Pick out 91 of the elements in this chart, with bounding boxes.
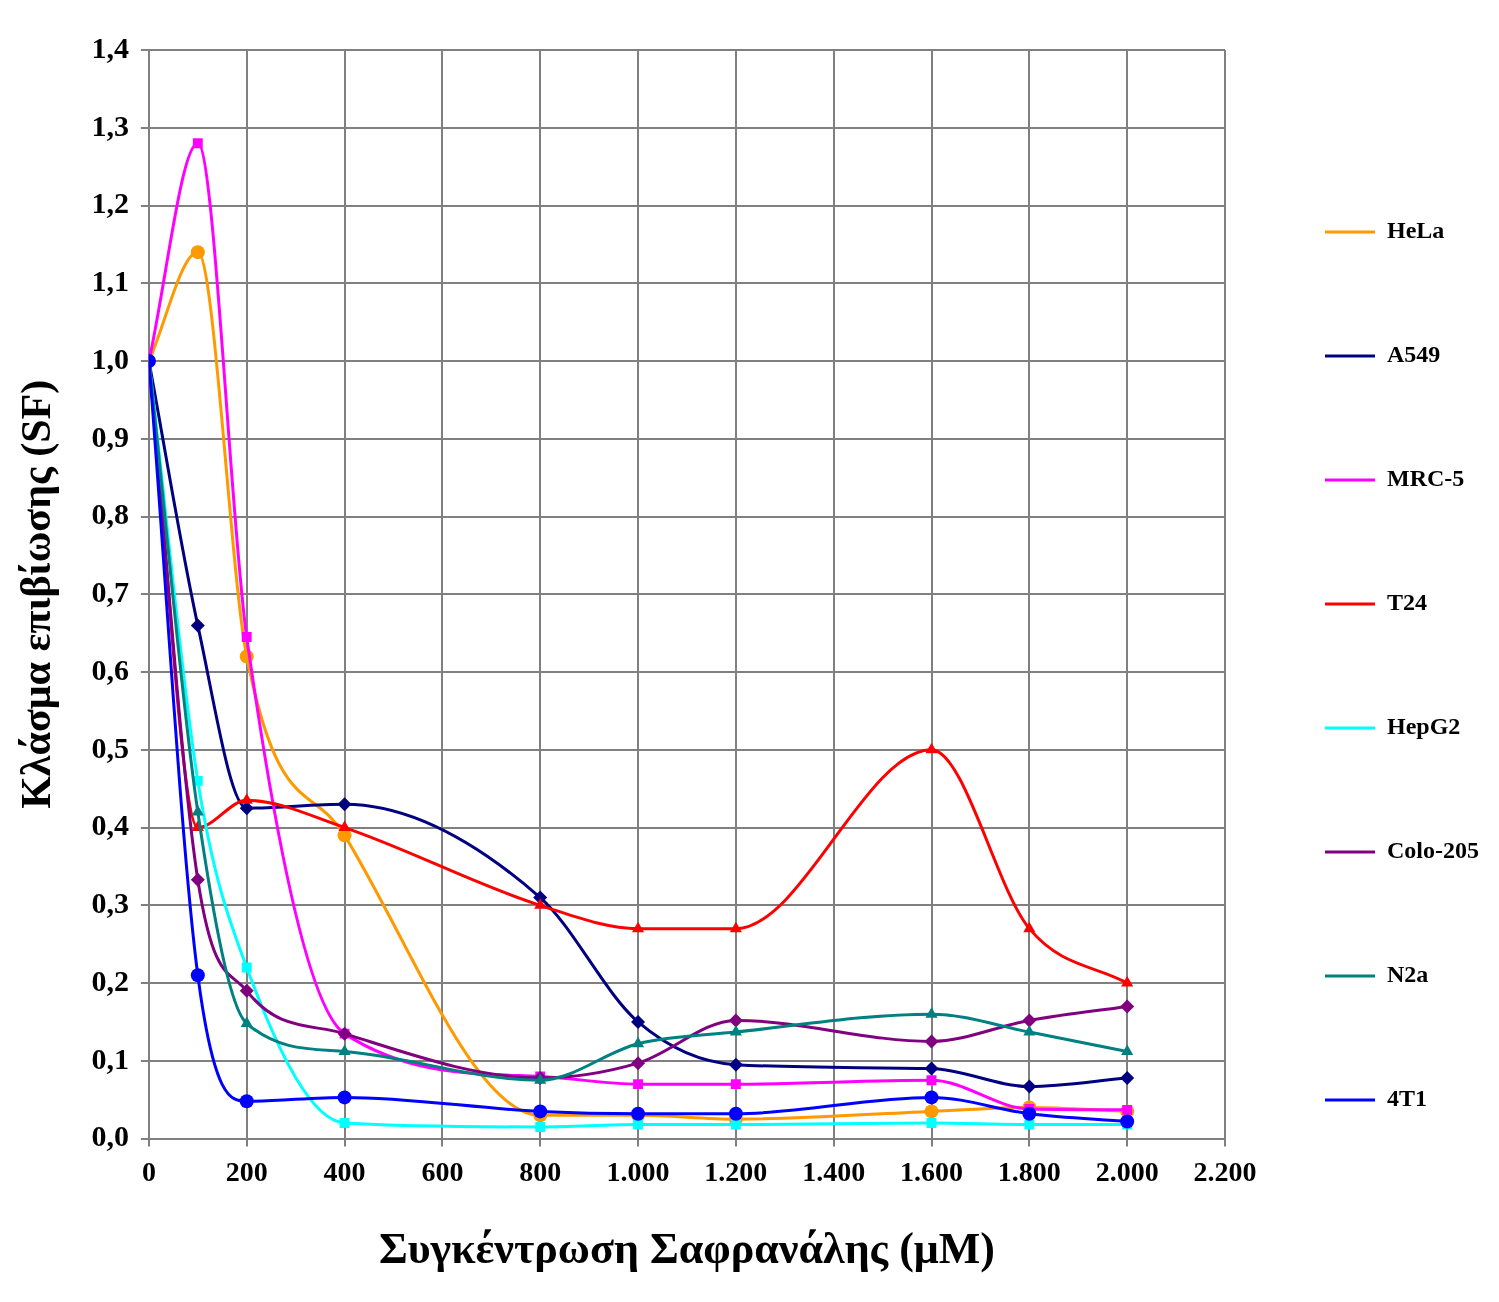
x-tick-label: 800 [519, 1155, 562, 1187]
y-tick-label: 0,8 [91, 497, 129, 531]
point [192, 138, 203, 149]
point [535, 1121, 546, 1132]
x-tick-label: 200 [225, 1155, 268, 1187]
x-tick-label: 2.200 [1193, 1155, 1257, 1187]
point [1023, 1025, 1036, 1036]
point [924, 1090, 939, 1105]
point [631, 921, 645, 933]
point [1120, 999, 1135, 1014]
x-tick-label: 1.600 [900, 1155, 964, 1187]
y-tick-label: 1,3 [91, 108, 129, 142]
point [240, 793, 253, 804]
legend-label: MRC-5 [1387, 465, 1465, 492]
legend-label: HeLa [1387, 217, 1445, 244]
point [730, 1119, 741, 1130]
point [633, 1119, 643, 1130]
point [1121, 976, 1134, 987]
point [728, 1013, 743, 1028]
point [1122, 1104, 1133, 1115]
point [239, 801, 254, 816]
point [191, 805, 204, 816]
x-tick-label: 0 [141, 1155, 156, 1187]
legend-label: 4T1 [1387, 1085, 1428, 1112]
y-tick-label: 0,2 [91, 963, 129, 997]
point [534, 898, 547, 909]
y-tick-label: 0,1 [91, 1041, 129, 1075]
y-tick-label: 1,0 [91, 341, 129, 375]
point [729, 921, 742, 933]
point [633, 1079, 643, 1090]
legend-label: Colo-205 [1387, 837, 1480, 864]
point [338, 1044, 351, 1056]
y-axis-title: Κλάσμα επιβίωσης (SF) [13, 379, 61, 809]
x-tick-label: 400 [323, 1155, 366, 1187]
legend-label: A549 [1387, 341, 1441, 368]
y-tick-label: 1,4 [91, 30, 129, 64]
point [1120, 1070, 1135, 1085]
point [190, 968, 205, 983]
legend-label: N2a [1387, 961, 1429, 988]
point [925, 1007, 938, 1018]
x-tick-label: 1.800 [997, 1155, 1061, 1187]
point [631, 1036, 645, 1048]
point [728, 1057, 743, 1072]
point [190, 618, 205, 633]
point [190, 872, 205, 887]
point [339, 1118, 350, 1128]
point [241, 632, 252, 643]
point [631, 1056, 646, 1071]
y-tick-label: 0,4 [91, 808, 129, 842]
point [729, 1025, 742, 1036]
point [926, 1118, 937, 1128]
point [241, 962, 252, 973]
point [924, 1034, 939, 1049]
point [1120, 1114, 1135, 1129]
y-tick-label: 0,5 [91, 730, 129, 764]
point [925, 742, 938, 754]
point [631, 1014, 646, 1029]
x-tick-label: 600 [421, 1155, 464, 1187]
point [926, 1075, 937, 1086]
point [1022, 1013, 1037, 1028]
x-tick-label: 2.000 [1095, 1155, 1159, 1187]
point [338, 820, 351, 832]
y-tick-label: 0,6 [91, 652, 129, 686]
y-tick-label: 0,7 [91, 575, 129, 609]
point [728, 1106, 743, 1121]
point [239, 983, 254, 998]
point [1023, 921, 1036, 933]
x-tick-label: 1.400 [802, 1155, 866, 1187]
y-tick-label: 1,2 [91, 186, 129, 220]
point [337, 797, 352, 812]
point [190, 245, 205, 260]
x-tick-label: 1.200 [704, 1155, 768, 1187]
point [1024, 1119, 1035, 1130]
y-tick-label: 0,3 [91, 886, 129, 920]
point [240, 1016, 253, 1028]
point [1022, 1106, 1037, 1121]
point [924, 1104, 939, 1119]
legend-label: T24 [1387, 589, 1428, 616]
point [730, 1079, 741, 1090]
point [533, 1104, 548, 1119]
legend-label: HepG2 [1387, 713, 1461, 740]
point [337, 1090, 352, 1105]
point [1121, 1044, 1134, 1056]
y-tick-label: 0,9 [91, 419, 129, 453]
point [924, 1061, 939, 1076]
x-axis-title: Συγκέντρωση Σαφρανάλης (μM) [378, 1223, 995, 1273]
x-tick-label: 1.000 [606, 1155, 670, 1187]
y-tick-label: 1,1 [91, 264, 129, 298]
point [239, 1094, 254, 1109]
point [1022, 1079, 1037, 1094]
y-tick-label: 0,0 [91, 1119, 129, 1153]
